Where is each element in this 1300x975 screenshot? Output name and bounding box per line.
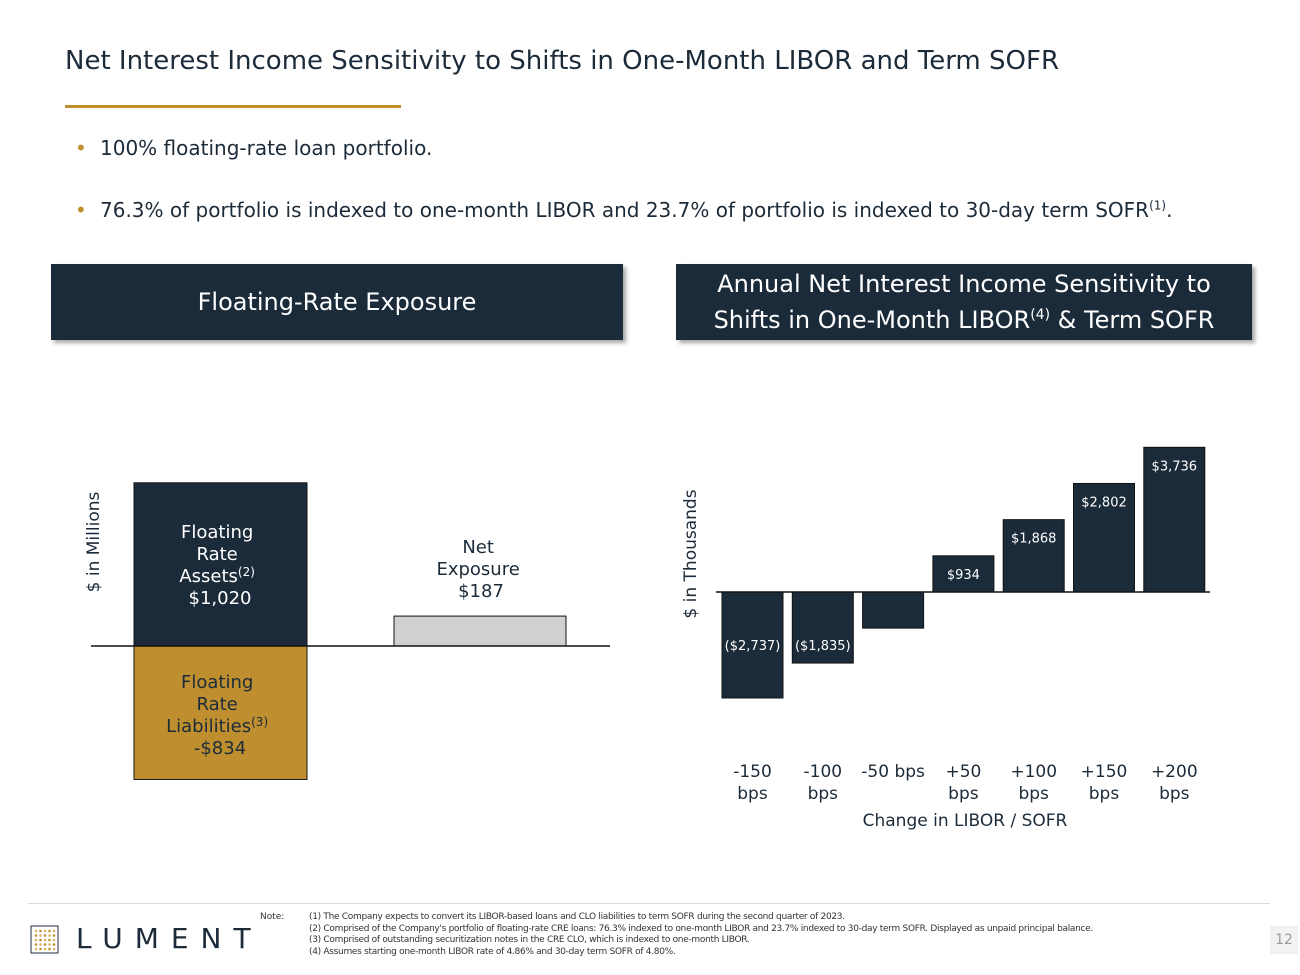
bar-value-label: ($2,737): [725, 639, 781, 654]
assets-bar: [133, 482, 308, 647]
bar-value-label: ($1,835): [795, 639, 851, 654]
x-axis-label: Change in LIBOR / SOFR: [863, 811, 1068, 831]
bullet-text: 76.3% of portfolio is indexed to one-mon…: [100, 198, 1150, 222]
panel-header-line2: Shifts in One-Month LIBOR: [713, 305, 1031, 334]
footnote-4: (4) Assumes starting one-month LIBOR rat…: [309, 946, 676, 957]
category-label: +50 bps: [945, 762, 981, 804]
bar-value-label: $934: [947, 568, 980, 583]
liabilities-label: Floating Rate Liabilities(3) -$834: [166, 672, 274, 759]
sensitivity-bar: [1073, 482, 1135, 593]
sensitivity-bar: [791, 591, 854, 664]
footnote-2: (2) Comprised of the Company's portfolio…: [309, 923, 1093, 934]
nii-sensitivity-header: Annual Net Interest Income Sensitivity t…: [676, 264, 1252, 340]
assets-label: Floating Rate Assets(2) $1,020: [179, 522, 260, 609]
footnote-ref: (4): [1030, 306, 1051, 323]
footnote-ref: (1): [1149, 198, 1167, 213]
panel-header-line1: Annual Net Interest Income Sensitivity t…: [717, 269, 1211, 298]
bar-value-label: $1,868: [1011, 532, 1057, 547]
net-exposure-bar: [393, 615, 567, 647]
title-underline: [65, 105, 401, 108]
net-exposure-label: Net Exposure $187: [436, 537, 525, 602]
y-axis-label: $ in Thousands: [681, 489, 701, 618]
bullet-tail: .: [1166, 198, 1173, 222]
dot-grid-icon: [30, 925, 59, 954]
liabilities-bar: [133, 645, 308, 780]
category-label: +150 bps: [1081, 762, 1128, 804]
bullet-2: • 76.3% of portfolio is indexed to one-mo…: [75, 198, 1172, 222]
category-label: -150 bps: [733, 762, 772, 804]
category-label: -100 bps: [804, 762, 843, 804]
sensitivity-bar: [1143, 446, 1206, 593]
floating-rate-exposure-header: Floating-Rate Exposure: [51, 264, 623, 340]
lument-logo-text: LUMENT: [76, 922, 263, 955]
panel-header-tail: & Term SOFR: [1050, 305, 1215, 334]
bullet-dot-icon: •: [75, 136, 87, 160]
category-label: +100 bps: [1010, 762, 1057, 804]
bar-value-label: $3,736: [1152, 459, 1198, 474]
page-number: 12: [1270, 926, 1298, 954]
bullet-text: 100% floating-rate loan portfolio.: [100, 136, 433, 160]
footer-divider: [28, 903, 1270, 904]
bar-value-label: ($933): [871, 639, 914, 654]
page-title: Net Interest Income Sensitivity to Shift…: [65, 46, 1060, 76]
sensitivity-bar: [932, 555, 995, 593]
sensitivity-bar: [862, 591, 925, 629]
footnotes: (1) The Company expects to convert its L…: [309, 912, 1093, 958]
bullet-1: • 100% floating-rate loan portfolio.: [75, 136, 432, 160]
y-axis-label: $ in Millions: [84, 492, 104, 593]
bar-value-label: $2,802: [1081, 495, 1127, 510]
bullet-dot-icon: •: [75, 198, 87, 222]
sensitivity-bar: [721, 591, 784, 699]
panel-header-text: Floating-Rate Exposure: [197, 287, 477, 316]
footnote-3: (3) Comprised of outstanding securitizat…: [309, 935, 750, 945]
category-label: +200 bps: [1151, 762, 1198, 804]
sensitivity-bar: [1002, 519, 1065, 593]
footnote-1: (1) The Company expects to convert its L…: [309, 912, 845, 922]
notes-label: Note:: [260, 912, 285, 922]
category-label: -50 bps: [861, 762, 925, 782]
